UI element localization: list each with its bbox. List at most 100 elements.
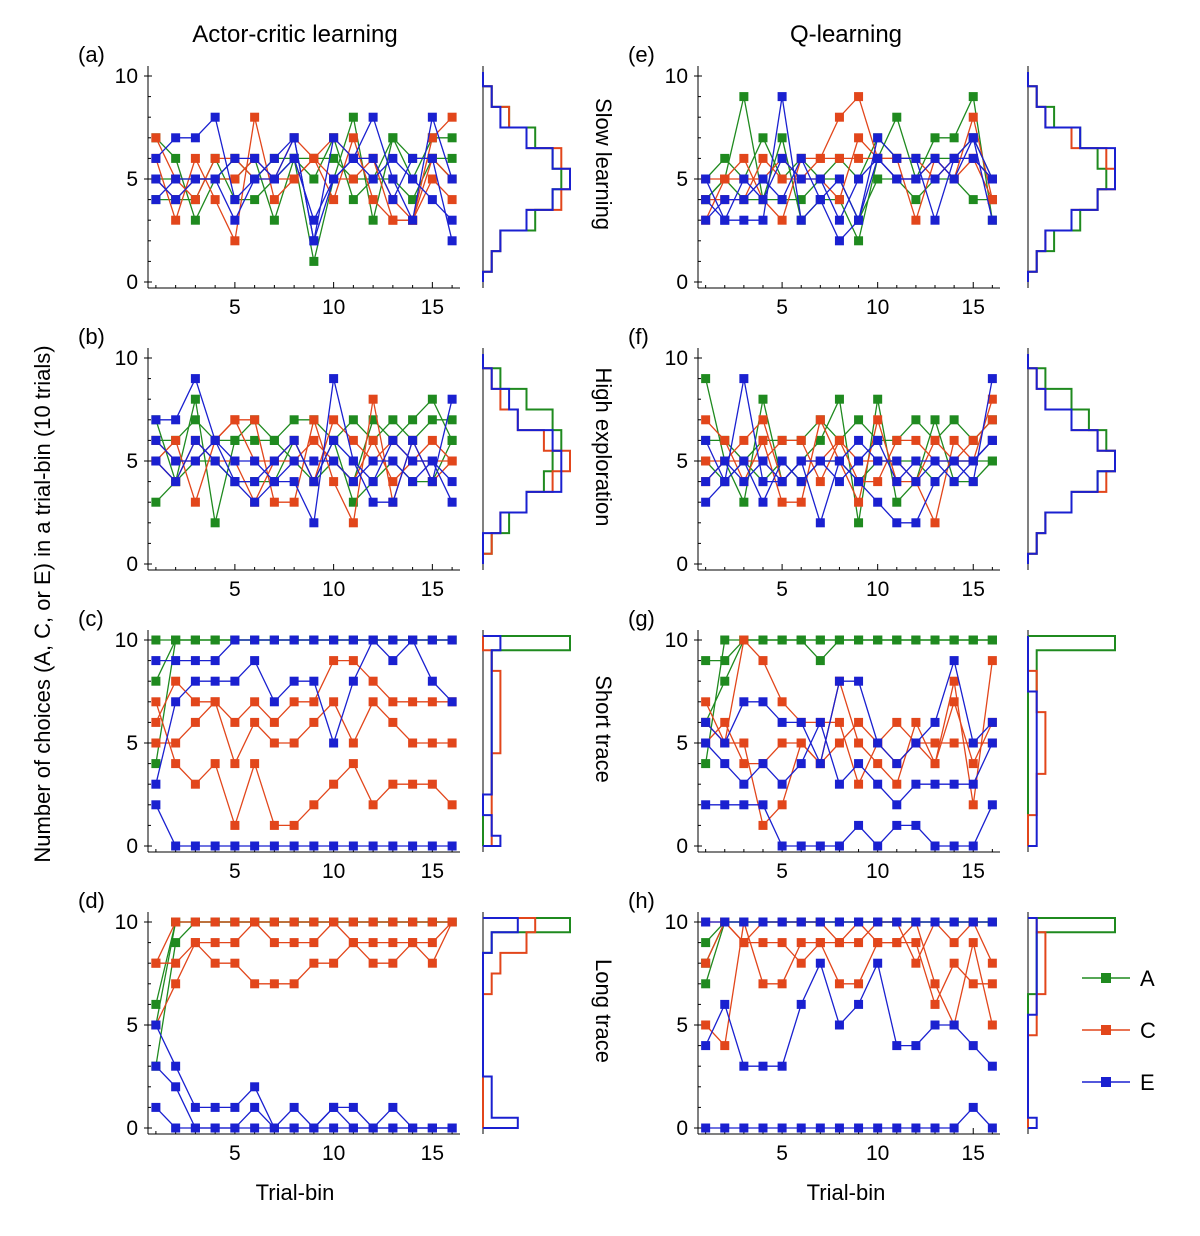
y-tick-label: 10 (665, 347, 688, 370)
data-point (968, 635, 978, 645)
data-point (854, 133, 864, 143)
data-point (210, 435, 220, 445)
data-point (427, 917, 437, 927)
data-point (854, 676, 864, 686)
series-e-8 (701, 435, 997, 487)
data-point (968, 133, 978, 143)
data-point (190, 195, 200, 205)
data-point (289, 938, 299, 948)
data-point (348, 477, 358, 487)
data-point (720, 153, 730, 163)
data-point (250, 1123, 260, 1133)
data-point (348, 1123, 358, 1133)
data-point (987, 738, 997, 748)
data-point (250, 497, 260, 507)
data-point (171, 656, 181, 666)
data-point (854, 759, 864, 769)
data-point (873, 917, 883, 927)
series-e-6 (701, 958, 997, 1071)
data-point (873, 133, 883, 143)
data-point (854, 174, 864, 184)
y-tick-label: 10 (115, 347, 138, 370)
data-point (309, 236, 319, 246)
data-point (873, 435, 883, 445)
data-point (250, 112, 260, 122)
data-point (230, 938, 240, 948)
data-point (949, 415, 959, 425)
data-point (815, 841, 825, 851)
x-tick-label: 15 (962, 1142, 985, 1165)
series-c-5 (701, 917, 997, 1009)
data-point (777, 195, 787, 205)
data-point (987, 435, 997, 445)
series-e-8 (701, 133, 997, 225)
data-point (230, 153, 240, 163)
data-point (289, 738, 299, 748)
data-point (309, 518, 319, 528)
series-e-6 (701, 800, 997, 851)
legend-label-c: C (1140, 1018, 1156, 1043)
data-point (701, 938, 711, 948)
data-point (230, 456, 240, 466)
data-point (815, 656, 825, 666)
data-point (408, 477, 418, 487)
data-point (930, 215, 940, 225)
panels: (a) 0 5 10 5 10 15 (b) 0 5 10 5 10 15 (c) 0 5 10 5 10 15 (d) 0… (78, 42, 1116, 1165)
data-point (190, 435, 200, 445)
data-point (388, 435, 398, 445)
data-point (873, 738, 883, 748)
series-e-8 (151, 435, 457, 487)
data-point (796, 917, 806, 927)
data-point (701, 456, 711, 466)
y-tick-label: 10 (115, 65, 138, 88)
data-point (210, 917, 220, 927)
data-point (151, 153, 161, 163)
x-tick-label: 15 (421, 1142, 444, 1165)
data-point (171, 958, 181, 968)
data-point (329, 195, 339, 205)
data-point (190, 635, 200, 645)
data-point (171, 195, 181, 205)
data-point (987, 958, 997, 968)
data-point (230, 236, 240, 246)
data-point (758, 174, 768, 184)
x-tick-label: 5 (776, 296, 788, 319)
data-point (987, 917, 997, 927)
data-point (368, 635, 378, 645)
data-point (892, 497, 902, 507)
data-point (388, 153, 398, 163)
data-point (348, 518, 358, 528)
histogram-g (1027, 630, 1116, 852)
x-tick-label: 15 (962, 578, 985, 601)
data-point (796, 958, 806, 968)
data-point (777, 738, 787, 748)
data-point (447, 236, 457, 246)
data-point (968, 477, 978, 487)
series-e-7 (701, 656, 997, 769)
data-point (854, 518, 864, 528)
data-point (854, 999, 864, 1009)
data-point (777, 477, 787, 487)
data-point (987, 374, 997, 384)
data-point (329, 656, 339, 666)
data-point (269, 497, 279, 507)
data-point (427, 133, 437, 143)
panel-label-e: (e) (628, 42, 655, 67)
data-point (269, 1123, 279, 1133)
data-point (269, 635, 279, 645)
data-point (739, 938, 749, 948)
data-point (250, 1082, 260, 1092)
data-point (171, 174, 181, 184)
data-point (873, 456, 883, 466)
data-point (930, 999, 940, 1009)
data-point (230, 1123, 240, 1133)
histogram-e (1027, 66, 1116, 288)
data-point (739, 374, 749, 384)
data-point (408, 195, 418, 205)
histogram-a (1027, 635, 1116, 846)
data-point (309, 456, 319, 466)
data-point (151, 133, 161, 143)
data-point (796, 153, 806, 163)
data-point (701, 979, 711, 989)
